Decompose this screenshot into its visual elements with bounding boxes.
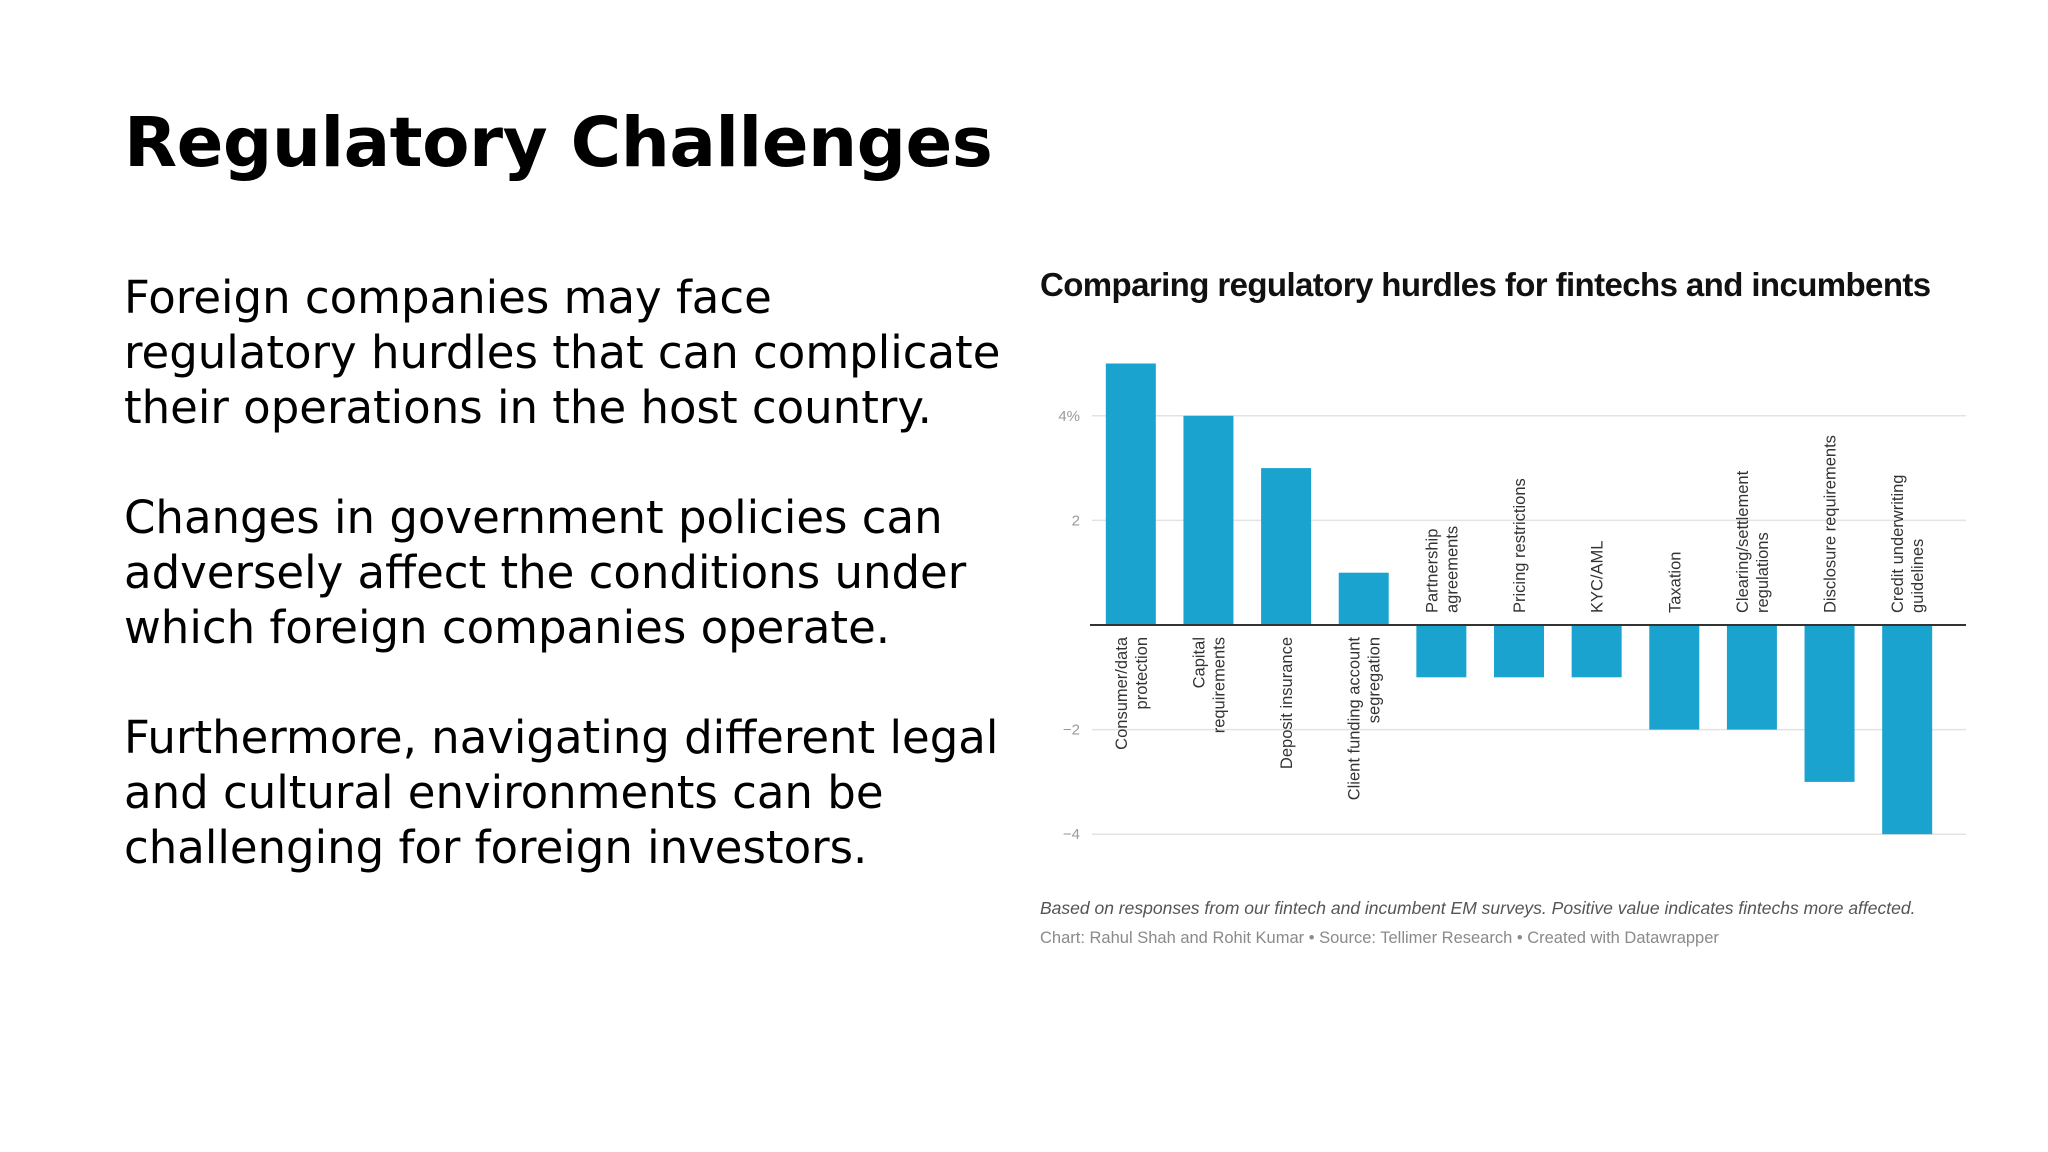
category-label: Client funding account segregation: [1346, 637, 1384, 801]
bar: [1494, 625, 1544, 678]
bar: [1726, 625, 1777, 730]
category-label: Deposit insurance: [1278, 637, 1296, 769]
category-label: Partnership agreements: [1423, 526, 1461, 613]
bar: [1882, 625, 1933, 835]
category-label: Disclosure requirements: [1822, 435, 1840, 613]
y-tick-label: −4: [1063, 826, 1080, 843]
body-text: Foreign companies may face regulatory hu…: [124, 270, 1004, 930]
bar: [1649, 625, 1700, 730]
paragraph-3: Furthermore, navigating different legal …: [124, 711, 999, 874]
category-label: Capital requirements: [1190, 637, 1228, 733]
category-label: KYC/AML: [1589, 541, 1607, 613]
chart-source: Chart: Rahul Shah and Rohit Kumar • Sour…: [1040, 929, 1719, 947]
bar: [1261, 468, 1312, 625]
category-label: Credit underwriting guidelines: [1889, 475, 1927, 613]
y-tick-label: −2: [1063, 722, 1080, 739]
chart-title: Comparing regulatory hurdles for fintech…: [1040, 266, 1931, 303]
chart-description: Based on responses from our fintech and …: [1040, 898, 1916, 918]
category-label: Consumer/data protection: [1113, 636, 1151, 750]
category-label: Pricing restrictions: [1511, 478, 1529, 613]
bar: [1338, 572, 1389, 625]
bar: [1571, 625, 1622, 678]
bar: [1183, 415, 1234, 625]
bar: [1105, 363, 1156, 625]
category-label: Clearing/settlement regulations: [1734, 470, 1772, 613]
chart-container: Comparing regulatory hurdles for fintech…: [1040, 266, 1980, 966]
y-tick-label: 4%: [1058, 408, 1080, 425]
bar-chart: 4% 2 −2 −4 Consumer/data protection Capital req…: [1058, 363, 1966, 843]
slide-title: Regulatory Challenges: [124, 103, 993, 183]
category-label: Taxation: [1666, 552, 1684, 613]
paragraph-1: Foreign companies may face regulatory hu…: [124, 271, 1001, 434]
chart-notes: Based on responses from our fintech and …: [1040, 898, 1980, 948]
bar: [1804, 625, 1855, 782]
y-tick-label: 2: [1072, 512, 1080, 529]
paragraph-2: Changes in government policies can adver…: [124, 491, 967, 654]
bar: [1416, 625, 1467, 678]
